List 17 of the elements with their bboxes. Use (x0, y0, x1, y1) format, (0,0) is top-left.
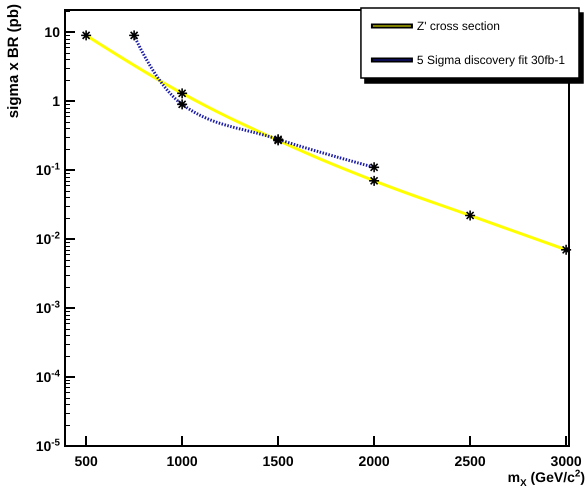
y-tick-label: 10$^{-2}$ (36, 230, 60, 248)
y-tick-label: 10$^{-1}$ (36, 161, 60, 178)
x-axis-title: m$_{X}$ (GeV/c$^{2}$) (508, 468, 585, 489)
legend-label: 5 Sigma discovery fit 30fb-1 (416, 53, 566, 67)
x-tick-label: 2000 (358, 453, 390, 469)
y-tick-label: 1 (52, 93, 60, 110)
x-tick-label: 1000 (166, 453, 198, 469)
legend-label: Z' cross section (416, 19, 500, 33)
y-tick-label: 10$^{-3}$ (36, 299, 60, 316)
x-tick-label: 3000 (550, 453, 582, 469)
x-tick-label: 2500 (454, 453, 486, 469)
y-axis-title: sigma x BR (pb) (5, 4, 22, 118)
y-tick-label: 10 (44, 24, 60, 40)
y-tick-label: 10$^{-5}$ (36, 437, 60, 454)
x-tick-label: 500 (74, 453, 98, 469)
y-tick-label: 10$^{-4}$ (36, 368, 60, 386)
x-tick-label: 1500 (262, 453, 294, 469)
